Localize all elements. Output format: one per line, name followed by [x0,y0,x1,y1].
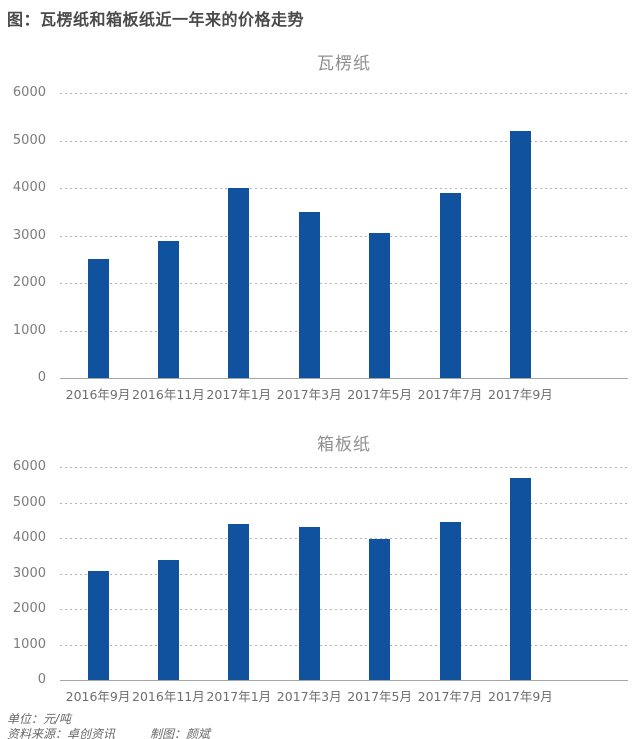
gridline-1000 [60,330,628,332]
x-axis-label-2017年1月: 2017年1月 [206,689,272,704]
gridline-6000 [60,93,628,94]
y-tick-label-5000: 5000 [12,494,46,510]
gridline-3000 [60,235,628,237]
x-axis-label-2017年5月: 2017年5月 [347,689,412,704]
unit-note: 单位：元/吨 [7,710,71,727]
y-tick-label-2000: 2000 [12,601,46,616]
x-axis-label-2016年9月: 2016年9月 [65,387,131,402]
gridline-4000 [60,538,628,539]
y-tick-label-0: 0 [37,672,46,687]
x-axis-line [60,378,628,379]
x-axis-label-2017年9月: 2017年9月 [488,387,553,402]
x-axis-label-2016年11月: 2016年11月 [132,689,205,704]
bar-2017年1月 [228,523,250,680]
bar-2016年9月 [87,259,109,378]
x-axis-label-2017年9月: 2017年9月 [488,689,553,704]
bar-2017年7月 [439,192,461,378]
y-tick-label-3000: 3000 [12,227,46,243]
y-tick-label-6000: 6000 [12,85,46,100]
bar-2017年3月 [298,211,320,378]
x-axis-label-2017年3月: 2017年3月 [276,387,342,402]
bar-2017年1月 [228,188,250,378]
chart-title-corrugated-paper: 瓦楞纸 [317,54,371,74]
x-axis-line [60,680,628,681]
gridline-4000 [60,188,628,189]
y-tick-label-5000: 5000 [12,132,46,148]
bar-2016年11月 [157,241,179,378]
gridline-5000 [60,140,628,142]
gridline-2000 [60,283,628,284]
figure-title: 图：瓦楞纸和箱板纸近一年来的价格走势 [7,10,305,29]
y-tick-label-3000: 3000 [12,565,46,581]
x-axis-label-2017年1月: 2017年1月 [206,387,272,402]
gridline-3000 [60,573,628,575]
y-tick-label-1000: 1000 [12,322,46,338]
gridline-2000 [60,609,628,610]
x-axis-label-2017年7月: 2017年7月 [417,689,483,704]
x-axis-label-2017年7月: 2017年7月 [417,387,483,402]
y-tick-label-1000: 1000 [12,636,46,652]
y-tick-label-4000: 4000 [12,180,46,195]
x-axis-label-2016年9月: 2016年9月 [65,689,131,704]
source-note: 资料来源：卓创资讯 制图：颜斌 [7,725,210,739]
x-axis-label-2017年5月: 2017年5月 [347,387,412,402]
bar-2016年11月 [157,560,179,680]
chart-title-containerboard: 箱板纸 [317,435,371,455]
x-axis-label-2017年3月: 2017年3月 [276,689,342,704]
gridline-5000 [60,502,628,504]
bar-2016年9月 [87,570,109,680]
unit-note-text: 单位：元/吨 [7,712,72,726]
bar-2017年5月 [369,233,391,378]
x-axis-label-2016年11月: 2016年11月 [132,387,205,402]
y-tick-label-4000: 4000 [12,530,46,545]
credit-note-text: 制图：颜斌 [150,727,211,739]
bar-2017年3月 [298,527,320,680]
y-tick-label-0: 0 [37,370,46,385]
bar-2017年9月 [509,477,531,680]
bar-2017年5月 [369,538,391,680]
source-note-text: 资料来源：卓创资讯 [7,727,116,739]
y-tick-label-2000: 2000 [12,275,46,290]
y-tick-label-6000: 6000 [12,459,46,474]
bar-2017年7月 [439,522,461,680]
gridline-6000 [60,467,628,468]
gridline-1000 [60,644,628,646]
bar-2017年9月 [509,131,531,378]
